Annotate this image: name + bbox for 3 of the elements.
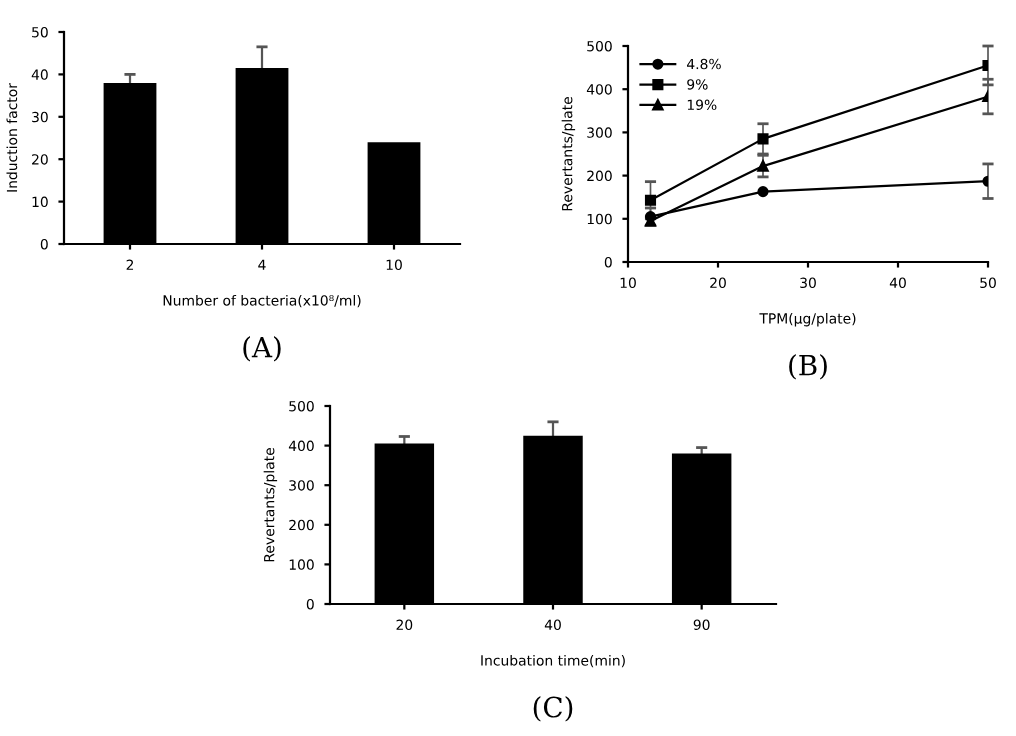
- text: (C): [533, 696, 573, 722]
- text: (A): [243, 336, 281, 362]
- text: (B): [789, 354, 827, 380]
